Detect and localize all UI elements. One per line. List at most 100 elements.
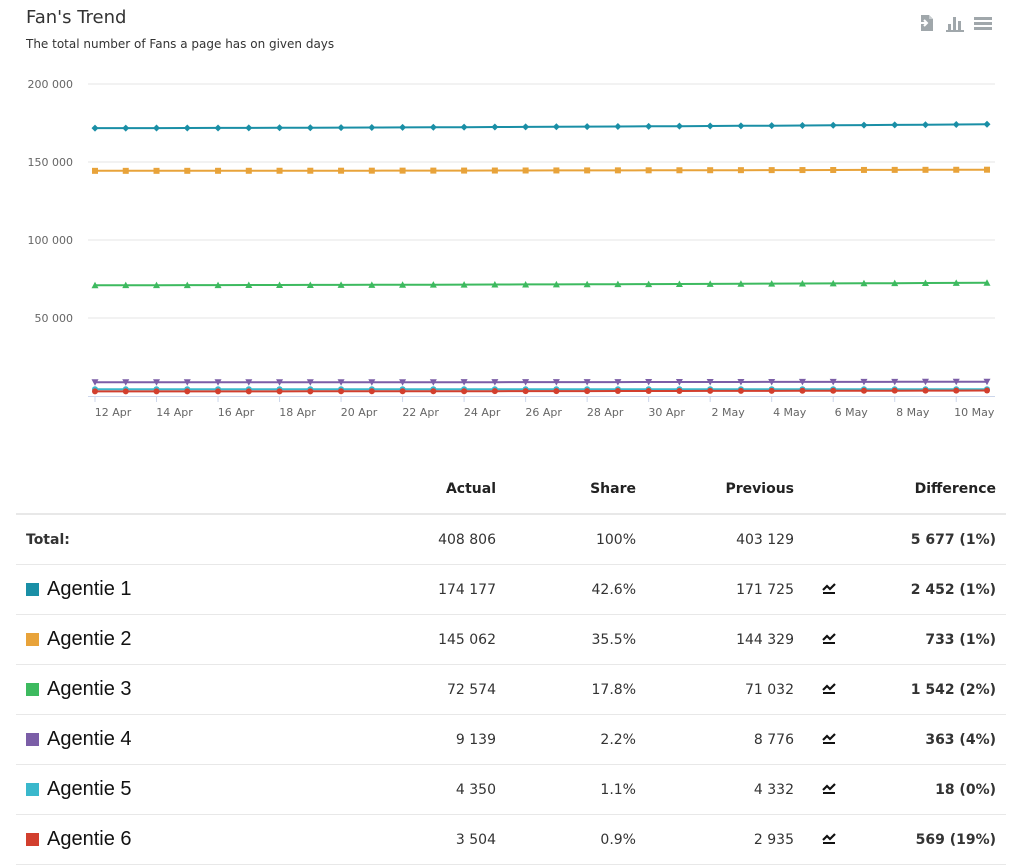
data-point[interactable]: [706, 378, 714, 386]
data-point[interactable]: [306, 379, 314, 386]
data-point[interactable]: [276, 388, 283, 395]
data-point[interactable]: [122, 124, 130, 132]
data-point[interactable]: [91, 379, 99, 386]
data-point[interactable]: [460, 281, 468, 288]
data-point[interactable]: [92, 388, 98, 395]
trend-icon[interactable]: [821, 731, 837, 749]
data-point[interactable]: [675, 379, 683, 386]
data-point[interactable]: [399, 123, 407, 131]
data-point[interactable]: [276, 281, 284, 288]
data-point[interactable]: [983, 279, 991, 286]
data-point[interactable]: [921, 121, 929, 129]
data-point[interactable]: [860, 121, 868, 129]
data-point[interactable]: [153, 388, 160, 395]
data-point[interactable]: [645, 167, 652, 174]
column-header-share[interactable]: Share: [506, 465, 646, 515]
data-point[interactable]: [214, 124, 222, 132]
data-point[interactable]: [307, 388, 314, 395]
data-point[interactable]: [245, 124, 253, 132]
data-point[interactable]: [768, 387, 775, 394]
data-point[interactable]: [276, 124, 284, 132]
data-point[interactable]: [860, 387, 867, 394]
data-point[interactable]: [584, 167, 591, 174]
data-point[interactable]: [829, 121, 837, 129]
data-point[interactable]: [891, 166, 898, 173]
data-point[interactable]: [276, 167, 283, 174]
data-point[interactable]: [706, 122, 714, 130]
data-point[interactable]: [399, 388, 406, 395]
data-point[interactable]: [614, 379, 622, 386]
data-point[interactable]: [276, 379, 284, 386]
data-point[interactable]: [676, 387, 683, 394]
data-point[interactable]: [645, 379, 653, 386]
data-point[interactable]: [737, 378, 745, 386]
data-point[interactable]: [91, 124, 99, 132]
data-point[interactable]: [215, 167, 222, 174]
data-point[interactable]: [737, 122, 745, 130]
data-point[interactable]: [522, 379, 530, 386]
data-point[interactable]: [214, 281, 222, 289]
data-point[interactable]: [768, 122, 776, 130]
data-point[interactable]: [829, 279, 837, 287]
trend-icon[interactable]: [821, 681, 837, 699]
data-point[interactable]: [584, 388, 591, 395]
data-point[interactable]: [921, 378, 929, 386]
data-point[interactable]: [583, 123, 591, 131]
data-point[interactable]: [552, 123, 560, 131]
data-point[interactable]: [122, 379, 130, 386]
series-name-cell[interactable]: Agentie 2: [16, 614, 296, 665]
data-point[interactable]: [460, 379, 468, 386]
column-header-actual[interactable]: Actual: [296, 465, 506, 515]
data-point[interactable]: [337, 124, 345, 132]
data-point[interactable]: [799, 387, 806, 394]
data-point[interactable]: [215, 388, 222, 395]
data-point[interactable]: [553, 167, 560, 174]
data-point[interactable]: [153, 379, 161, 386]
data-point[interactable]: [614, 122, 622, 130]
data-point[interactable]: [768, 378, 776, 386]
data-point[interactable]: [399, 167, 406, 174]
data-point[interactable]: [122, 167, 129, 174]
trend-icon[interactable]: [821, 831, 837, 849]
data-point[interactable]: [552, 280, 560, 288]
data-point[interactable]: [430, 167, 437, 174]
data-point[interactable]: [952, 120, 960, 128]
data-point[interactable]: [614, 280, 622, 288]
data-point[interactable]: [830, 167, 837, 174]
data-point[interactable]: [675, 122, 683, 130]
data-point[interactable]: [614, 388, 621, 395]
data-point[interactable]: [460, 123, 468, 131]
data-point[interactable]: [522, 167, 529, 174]
data-point[interactable]: [922, 387, 929, 394]
trend-icon[interactable]: [821, 781, 837, 799]
data-point[interactable]: [922, 166, 929, 173]
data-point[interactable]: [737, 167, 744, 174]
data-point[interactable]: [891, 279, 899, 287]
data-point[interactable]: [707, 387, 714, 394]
data-point[interactable]: [245, 388, 252, 395]
data-point[interactable]: [798, 378, 806, 386]
data-point[interactable]: [183, 124, 191, 132]
data-point[interactable]: [337, 281, 345, 288]
series-name-cell[interactable]: Agentie 6: [16, 814, 296, 865]
series-name-cell[interactable]: Agentie 1: [16, 564, 296, 615]
data-point[interactable]: [707, 167, 714, 174]
data-point[interactable]: [645, 122, 653, 130]
data-point[interactable]: [583, 379, 591, 386]
data-point[interactable]: [891, 121, 899, 129]
column-header-difference[interactable]: Difference: [854, 465, 1006, 515]
data-point[interactable]: [245, 281, 253, 289]
column-header-previous[interactable]: Previous: [646, 465, 804, 515]
data-point[interactable]: [153, 124, 161, 132]
data-point[interactable]: [522, 388, 529, 395]
data-point[interactable]: [798, 121, 806, 129]
data-point[interactable]: [399, 379, 407, 386]
data-point[interactable]: [984, 387, 990, 394]
data-point[interactable]: [953, 387, 960, 394]
data-point[interactable]: [368, 281, 376, 288]
data-point[interactable]: [306, 124, 314, 132]
data-point[interactable]: [830, 387, 837, 394]
data-point[interactable]: [768, 280, 776, 287]
data-point[interactable]: [583, 280, 591, 288]
series-name-cell[interactable]: Agentie 4: [16, 714, 296, 765]
